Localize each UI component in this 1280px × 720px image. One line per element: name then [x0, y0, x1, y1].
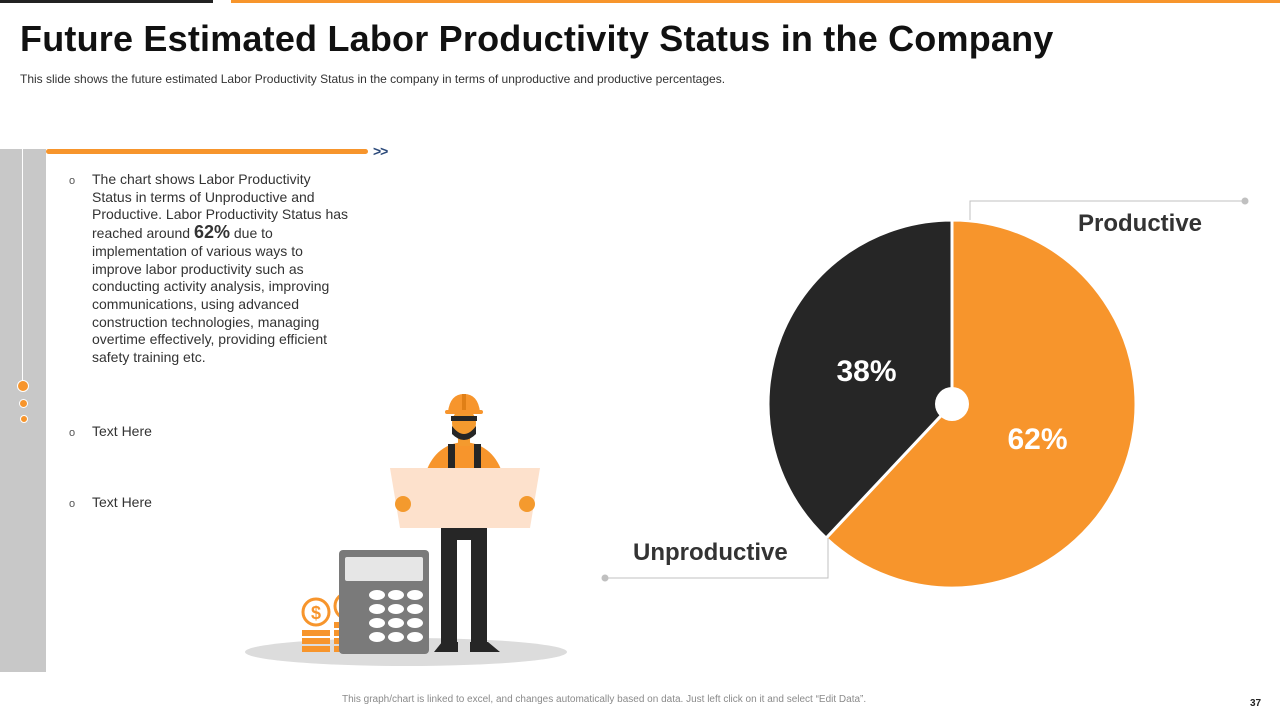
slide-title: Future Estimated Labor Productivity Stat… [20, 18, 1054, 59]
double-chevron-icon: >> [373, 143, 388, 159]
decor-dot-medium [19, 399, 28, 408]
bullet-text-part: due to implementation of various ways to… [92, 225, 330, 366]
bullet-marker: o [69, 427, 76, 439]
worker-illustration: $ $ [245, 394, 567, 666]
bullet-marker: o [69, 175, 76, 187]
pie-chart: 62% 38% [601, 197, 1249, 590]
bullet-marker: o [69, 498, 76, 510]
worker-figure [390, 394, 540, 652]
legend-label-productive: Productive [1078, 210, 1203, 237]
coin-stack-left [302, 630, 330, 652]
left-side-panel [0, 149, 46, 672]
bullet-text-placeholder: Text Here [92, 423, 152, 439]
legend-label-unproductive: Unproductive [633, 539, 788, 566]
calculator-icon [339, 550, 429, 654]
decor-dot-small [20, 415, 28, 423]
productive-leader-line [969, 197, 1249, 220]
slide-subtitle: This slide shows the future estimated La… [20, 72, 726, 86]
left-panel-line [22, 149, 23, 381]
decor-dot-large [17, 380, 29, 392]
bullet-text-part: The chart shows Labor Productivity Statu… [92, 171, 349, 242]
page-number: 37 [1250, 698, 1262, 709]
pie-slices-group [766, 218, 1138, 590]
pie-value-label-productive: 62% [1007, 423, 1067, 456]
top-accent-bar-dark [0, 0, 213, 3]
pie-slice-productive [823, 218, 1138, 590]
dollar-sign-text: $ [311, 603, 321, 623]
bullet-text-main: The chart shows Labor Productivity Statu… [92, 171, 354, 367]
section-accent-line [46, 149, 368, 154]
pie-value-label-unproductive: 38% [836, 355, 896, 388]
top-accent-bar-orange [231, 0, 1280, 3]
pie-slice-unproductive [766, 218, 954, 541]
bullet-text-placeholder: Text Here [92, 494, 152, 510]
footer-note: This graph/chart is linked to excel, and… [342, 694, 867, 705]
pie-center-hole [935, 387, 969, 421]
dollar-coin-icon: $ [301, 597, 331, 627]
unproductive-leader-line [601, 538, 829, 582]
bullet-highlight-value: 62% [193, 222, 230, 243]
